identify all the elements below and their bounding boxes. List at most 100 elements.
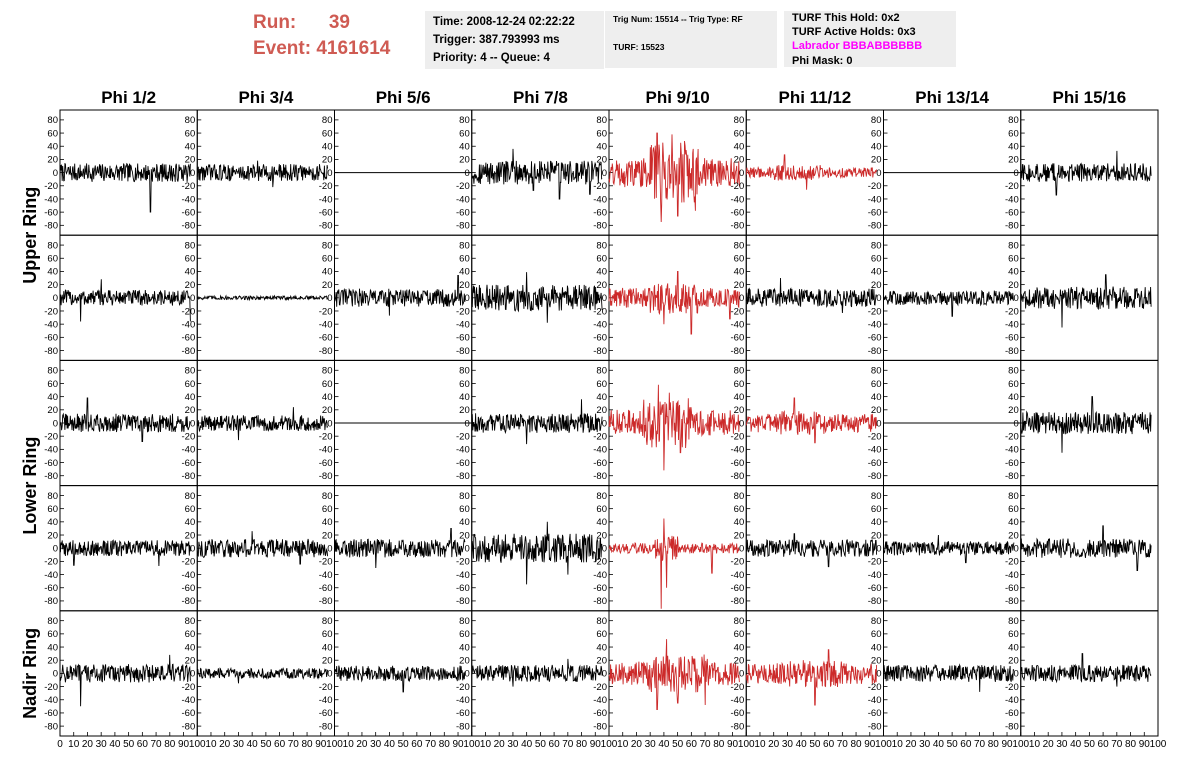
waveform-4-5 [608, 518, 740, 609]
y-tick-label: 0 [1013, 544, 1018, 555]
y-tick-label: -80 [868, 471, 882, 482]
x-tick-label: 30 [233, 739, 245, 750]
waveform-4-2 [196, 531, 329, 565]
y-tick-label: 40 [1008, 392, 1019, 403]
x-tick-label: 60 [960, 739, 972, 750]
waveform-3-6 [745, 397, 878, 444]
y-tick-label: 0 [190, 544, 195, 555]
y-tick-label: 80 [185, 491, 196, 502]
x-tick-label: 50 [809, 739, 821, 750]
y-tick-label: -60 [731, 583, 745, 594]
y-tick-label: 80 [871, 115, 882, 126]
x-tick-label: 80 [850, 739, 862, 750]
y-tick-label: 60 [47, 379, 58, 390]
y-tick-label: 20 [596, 656, 607, 667]
priority-text: Priority: 4 -- Queue: 4 [433, 52, 550, 64]
x-tick-label: 100 [601, 739, 618, 750]
x-tick-label: 100 [189, 739, 206, 750]
y-tick-label: 80 [47, 616, 58, 627]
ring-label-3: Nadir Ring [20, 628, 40, 719]
x-tick-label: 40 [796, 739, 808, 750]
y-tick-label: 40 [322, 642, 333, 653]
y-tick-label: -60 [456, 333, 470, 344]
y-tick-label: 20 [185, 155, 196, 166]
y-tick-label: 60 [47, 504, 58, 515]
waveform-2-6 [745, 277, 878, 314]
waveform-1-8 [1020, 150, 1152, 196]
y-tick-label: 60 [1008, 504, 1019, 515]
y-tick-label: 20 [596, 155, 607, 166]
y-tick-label: -40 [1005, 570, 1019, 581]
y-tick-label: 40 [871, 642, 882, 653]
y-tick-label: 60 [459, 504, 470, 515]
y-tick-label: 60 [1008, 128, 1019, 139]
panel-frame [196, 485, 335, 612]
y-tick-label: 80 [596, 366, 607, 377]
waveform-4-6 [745, 533, 878, 568]
y-tick-label: 40 [459, 142, 470, 153]
x-tick-label: 50 [535, 739, 547, 750]
y-tick-label: 20 [1008, 155, 1019, 166]
y-tick-label: 40 [734, 642, 745, 653]
y-tick-label: 0 [190, 669, 195, 680]
y-tick-label: 80 [322, 115, 333, 126]
y-tick-label: -20 [731, 306, 745, 317]
y-tick-label: -60 [182, 458, 196, 469]
ring-label-1: Upper Ring [20, 187, 40, 284]
x-tick-label: 20 [768, 739, 780, 750]
y-tick-label: 40 [1008, 142, 1019, 153]
y-tick-label: -20 [1005, 181, 1019, 192]
phi-mask-text: Phi Mask: 0 [792, 54, 853, 67]
y-tick-label: 40 [871, 267, 882, 278]
y-tick-label: 40 [596, 392, 607, 403]
y-tick-label: -40 [868, 695, 882, 706]
y-tick-label: 20 [734, 656, 745, 667]
y-tick-label: 40 [185, 517, 196, 528]
x-tick-label: 50 [260, 739, 272, 750]
y-tick-label: -80 [319, 346, 333, 357]
y-tick-label: 0 [876, 293, 881, 304]
y-tick-label: 60 [871, 128, 882, 139]
x-tick-label: 20 [494, 739, 506, 750]
y-tick-label: 0 [876, 669, 881, 680]
y-tick-label: -20 [593, 431, 607, 442]
y-tick-label: -20 [868, 431, 882, 442]
y-tick-label: 20 [47, 530, 58, 541]
x-tick-label: 70 [562, 739, 574, 750]
y-tick-label: 60 [596, 128, 607, 139]
waveform-5-4 [471, 658, 603, 687]
y-tick-label: 80 [1008, 240, 1019, 251]
waveform-5-3 [334, 665, 466, 693]
x-tick-label: 80 [301, 739, 313, 750]
y-tick-label: 40 [596, 142, 607, 153]
y-tick-label: 20 [459, 656, 470, 667]
y-tick-label: 20 [734, 155, 745, 166]
waveform-5-5 [608, 639, 740, 711]
y-tick-label: -20 [593, 682, 607, 693]
y-tick-label: 20 [322, 280, 333, 291]
x-tick-label: 50 [123, 739, 135, 750]
y-tick-label: 60 [734, 504, 745, 515]
y-tick-label: -60 [1005, 207, 1019, 218]
panel-frame [608, 485, 747, 612]
waveform-4-1 [59, 539, 191, 567]
y-tick-label: 40 [734, 142, 745, 153]
x-tick-label: 100 [1150, 739, 1167, 750]
y-tick-label: -60 [868, 333, 882, 344]
x-tick-label: 80 [164, 739, 176, 750]
y-tick-label: -20 [731, 431, 745, 442]
y-tick-label: -40 [44, 194, 58, 205]
waveform-3-5 [608, 384, 740, 471]
y-tick-label: 40 [47, 142, 58, 153]
x-tick-label: 80 [576, 739, 588, 750]
y-tick-label: 20 [734, 530, 745, 541]
y-tick-label: 40 [871, 142, 882, 153]
y-tick-label: -40 [593, 445, 607, 456]
event-label: Event: [253, 38, 312, 59]
y-tick-label: 80 [459, 240, 470, 251]
y-tick-label: -40 [319, 570, 333, 581]
y-tick-label: 40 [1008, 517, 1019, 528]
x-tick-label: 50 [398, 739, 410, 750]
x-tick-label: 70 [1111, 739, 1123, 750]
y-tick-label: 20 [459, 155, 470, 166]
